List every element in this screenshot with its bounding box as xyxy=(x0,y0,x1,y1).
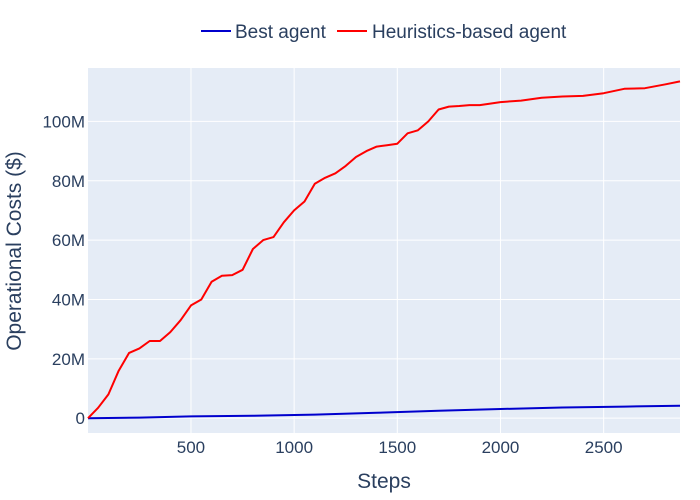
x-tick-label: 1000 xyxy=(275,438,313,457)
y-tick-labels: 0 20M 40M 60M 80M 100M xyxy=(42,112,85,428)
y-gridlines xyxy=(88,120,680,419)
x-tick-label: 500 xyxy=(177,438,205,457)
legend-item-best-agent[interactable]: Best agent xyxy=(201,22,327,43)
y-axis-title: Operational Costs ($) xyxy=(3,151,26,351)
plot-background xyxy=(88,68,680,433)
y-tick-label: 20M xyxy=(52,350,85,369)
y-tick-label: 80M xyxy=(52,172,85,191)
x-axis-title: Steps xyxy=(357,470,411,493)
x-gridlines xyxy=(190,68,605,433)
x-tick-label: 2000 xyxy=(482,438,520,457)
legend-label-best-agent: Best agent xyxy=(235,22,327,43)
x-tick-labels: 500 1000 1500 2000 2500 xyxy=(177,438,623,457)
y-tick-label: 40M xyxy=(52,290,85,309)
y-tick-label: 60M xyxy=(52,231,85,250)
x-tick-label: 1500 xyxy=(378,438,416,457)
legend-item-heuristics-based-agent[interactable]: Heuristics-based agent xyxy=(337,22,567,43)
series-line-best-agent xyxy=(87,404,681,420)
series-layer xyxy=(87,80,681,420)
y-tick-label: 0 xyxy=(76,409,85,428)
y-tick-label: 100M xyxy=(42,112,85,131)
legend[interactable]: Best agent Heuristics-based agent xyxy=(201,22,567,43)
x-tick-label: 2500 xyxy=(585,438,623,457)
legend-label-heuristics-based-agent: Heuristics-based agent xyxy=(372,22,567,43)
series-line-heuristics-based-agent xyxy=(87,80,681,419)
